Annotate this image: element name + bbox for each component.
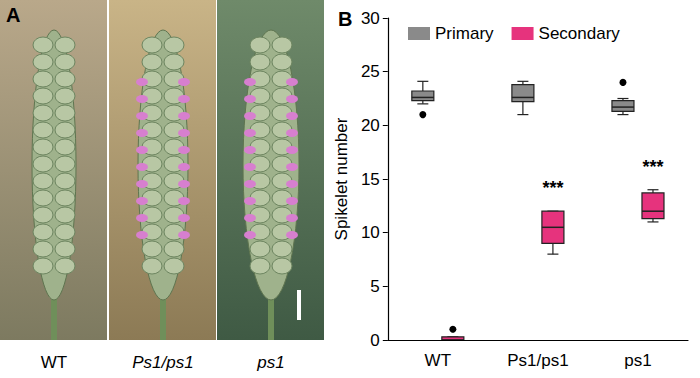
svg-text:30: 30 (361, 9, 380, 28)
svg-text:25: 25 (361, 62, 380, 81)
svg-text:Ps1/ps1: Ps1/ps1 (507, 351, 568, 370)
svg-text:WT: WT (425, 351, 451, 370)
svg-text:0: 0 (370, 331, 379, 350)
svg-text:A: A (6, 4, 20, 26)
svg-text:Ps1/ps1: Ps1/ps1 (132, 353, 193, 372)
svg-text:Spikelet number: Spikelet number (332, 117, 351, 240)
svg-text:B: B (338, 8, 352, 30)
svg-text:WT: WT (41, 353, 67, 372)
svg-text:***: *** (542, 178, 563, 198)
svg-text:20: 20 (361, 116, 380, 135)
svg-text:ps1: ps1 (256, 353, 284, 372)
svg-text:***: *** (642, 157, 663, 177)
svg-text:Primary: Primary (435, 24, 494, 43)
svg-text:5: 5 (370, 277, 379, 296)
svg-text:Secondary: Secondary (539, 24, 621, 43)
svg-text:ps1: ps1 (624, 351, 651, 370)
svg-text:10: 10 (361, 223, 380, 242)
svg-text:15: 15 (361, 170, 380, 189)
